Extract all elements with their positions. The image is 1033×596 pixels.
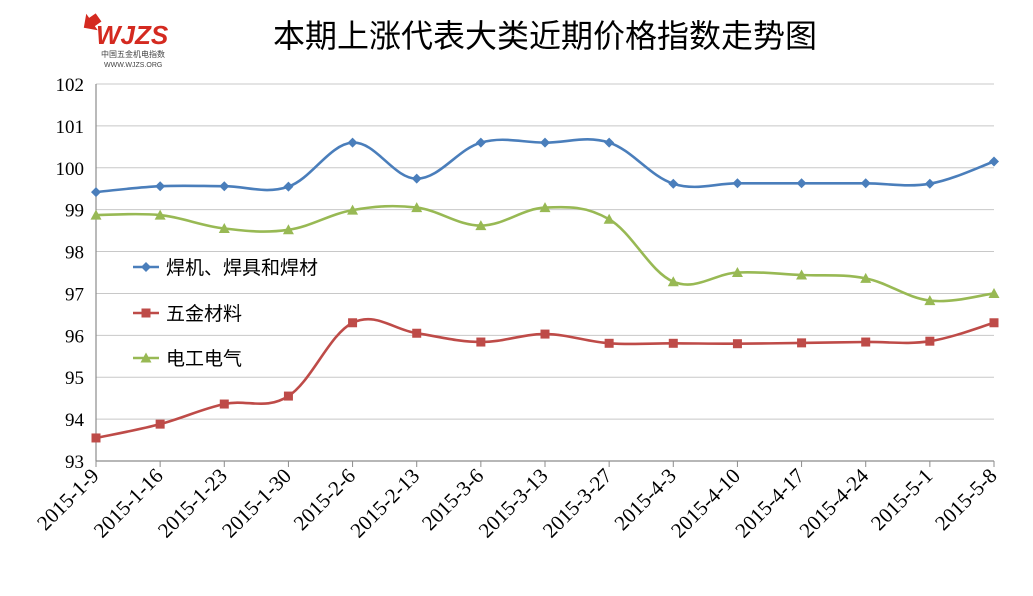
data-point — [348, 318, 358, 328]
x-tick-label: 2015-4-24 — [794, 463, 873, 542]
chart-title: 本期上涨代表大类近期价格指数走势图 — [273, 17, 817, 55]
logo-mark: WJZS — [96, 20, 169, 50]
data-point — [860, 178, 871, 189]
data-point — [347, 137, 358, 148]
data-point — [732, 178, 743, 189]
data-point — [219, 399, 229, 409]
logo-url: WWW.WJZS.ORG — [104, 62, 162, 69]
series-2 — [91, 317, 999, 443]
legend-item: 电工电气 — [133, 348, 242, 370]
data-point — [91, 187, 101, 198]
data-point — [924, 178, 935, 189]
series-group — [90, 137, 1000, 443]
data-point — [989, 156, 999, 167]
data-point — [860, 272, 872, 283]
data-point — [90, 209, 102, 220]
data-point — [989, 318, 999, 328]
x-tick-label: 2015-3-13 — [474, 464, 553, 543]
data-point — [797, 338, 807, 348]
data-point — [796, 269, 808, 280]
data-point — [475, 220, 487, 231]
data-point — [283, 181, 294, 192]
data-point — [861, 337, 871, 347]
data-point — [155, 181, 166, 192]
series-3 — [90, 202, 1000, 306]
legend-swatch-marker — [140, 352, 152, 363]
data-point — [476, 337, 486, 347]
x-tick-label: 2015-4-10 — [666, 464, 745, 543]
y-tick-label: 97 — [65, 284, 84, 305]
y-tick-label: 96 — [65, 326, 84, 347]
x-tick-label: 2015-5-1 — [866, 464, 937, 535]
series-line — [95, 204, 995, 303]
data-point — [540, 137, 550, 148]
data-point — [412, 328, 422, 338]
data-point — [668, 338, 678, 348]
data-point — [475, 137, 486, 148]
series-1 — [91, 137, 999, 198]
y-tick-label: 98 — [65, 243, 84, 264]
data-point — [732, 339, 742, 349]
x-tick-label: 2015-1-23 — [153, 464, 232, 543]
y-tick-label: 101 — [56, 117, 85, 138]
x-axis-ticks: 2015-1-92015-1-162015-1-232015-1-302015-… — [32, 461, 1002, 543]
data-point — [155, 419, 165, 429]
legend-swatch-marker — [141, 262, 151, 272]
x-tick-label: 2015-2-13 — [345, 464, 424, 543]
data-point — [219, 181, 230, 192]
x-tick-label: 2015-1-16 — [89, 464, 168, 543]
data-point — [347, 204, 359, 215]
data-point — [988, 287, 1000, 298]
x-tick-label: 2015-3-27 — [538, 464, 617, 543]
y-axis-ticks: 93 94 95 96 97 98 99 100 101 102 — [56, 75, 85, 473]
data-point — [731, 267, 743, 277]
grid-lines — [96, 83, 994, 420]
x-tick-label: 2015-1-30 — [217, 464, 296, 543]
data-point — [924, 295, 936, 306]
data-point — [604, 338, 614, 348]
x-tick-label: 2015-4-17 — [730, 464, 809, 543]
y-tick-label: 95 — [65, 368, 84, 389]
y-tick-label: 99 — [65, 201, 84, 222]
y-tick-label: 93 — [65, 452, 84, 473]
legend-label: 焊机、焊具和焊材 — [166, 257, 318, 279]
data-point — [604, 137, 615, 148]
data-point — [91, 433, 101, 443]
data-point — [154, 209, 166, 220]
logo-name: 中国五金机电指数 — [101, 49, 165, 59]
x-tick-label: 2015-5-8 — [930, 464, 1001, 535]
data-point — [796, 178, 807, 189]
y-tick-label: 94 — [65, 410, 85, 431]
logo-arrow-icon — [83, 13, 102, 31]
data-point — [668, 178, 679, 189]
legend-item: 焊机、焊具和焊材 — [133, 257, 318, 279]
legend-label: 五金材料 — [166, 303, 242, 325]
data-point — [539, 202, 551, 213]
y-tick-label: 102 — [56, 75, 85, 96]
y-tick-label: 100 — [56, 159, 85, 180]
logo: WJZS 中国五金机电指数 WWW.WJZS.ORG — [83, 13, 169, 69]
legend-label: 电工电气 — [166, 348, 242, 370]
data-point — [603, 213, 615, 224]
data-point — [667, 276, 679, 287]
data-point — [218, 223, 230, 234]
legend-swatch-marker — [141, 308, 151, 318]
data-point — [925, 336, 935, 346]
data-point — [282, 224, 294, 235]
data-point — [411, 173, 422, 184]
data-point — [411, 202, 423, 213]
data-point — [540, 329, 550, 339]
legend-item: 五金材料 — [133, 303, 242, 325]
data-point — [283, 391, 293, 401]
